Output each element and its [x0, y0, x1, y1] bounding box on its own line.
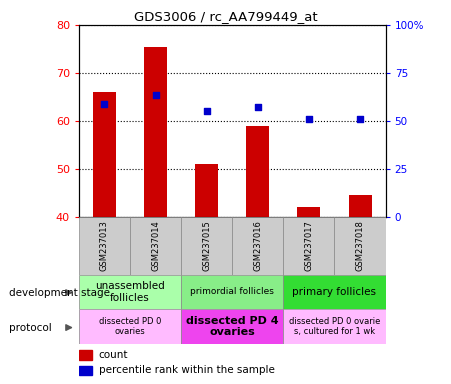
Text: GDS3006 / rc_AA799449_at: GDS3006 / rc_AA799449_at [133, 10, 318, 23]
Text: dissected PD 4
ovaries: dissected PD 4 ovaries [186, 316, 279, 337]
Text: protocol: protocol [9, 323, 52, 333]
Text: GSM237016: GSM237016 [253, 220, 262, 271]
Bar [181, 217, 232, 275]
Bar [79, 351, 92, 360]
Bar [130, 217, 181, 275]
Bar [297, 207, 320, 217]
Bar [335, 217, 386, 275]
Text: primary follicles: primary follicles [293, 287, 377, 297]
Text: GSM237014: GSM237014 [151, 220, 160, 271]
Text: unassembled
follicles: unassembled follicles [95, 281, 165, 303]
Point [254, 104, 262, 110]
Text: GSM237013: GSM237013 [100, 220, 109, 271]
Bar [283, 309, 386, 344]
Bar [79, 217, 130, 275]
Text: count: count [99, 350, 129, 360]
Bar [79, 366, 92, 375]
Text: GSM237017: GSM237017 [304, 220, 313, 271]
Text: percentile rank within the sample: percentile rank within the sample [99, 366, 275, 376]
Point [203, 108, 210, 114]
Bar [283, 275, 386, 309]
Bar [144, 46, 167, 217]
Bar [93, 92, 116, 217]
Point [101, 101, 108, 107]
Point [305, 116, 313, 122]
Bar [349, 195, 372, 217]
Point [356, 116, 364, 122]
Bar [181, 309, 283, 344]
Bar [283, 217, 335, 275]
Text: development stage: development stage [9, 288, 110, 298]
Text: dissected PD 0 ovarie
s, cultured for 1 wk: dissected PD 0 ovarie s, cultured for 1 … [289, 317, 380, 336]
Text: primordial follicles: primordial follicles [190, 287, 274, 296]
Text: dissected PD 0
ovaries: dissected PD 0 ovaries [99, 317, 161, 336]
Bar [232, 217, 283, 275]
Text: GSM237015: GSM237015 [202, 220, 211, 271]
Point [152, 91, 159, 98]
Bar [79, 309, 181, 344]
Bar [181, 275, 283, 309]
Bar [246, 126, 269, 217]
Bar [79, 275, 181, 309]
Text: GSM237018: GSM237018 [355, 220, 364, 271]
Bar [195, 164, 218, 217]
